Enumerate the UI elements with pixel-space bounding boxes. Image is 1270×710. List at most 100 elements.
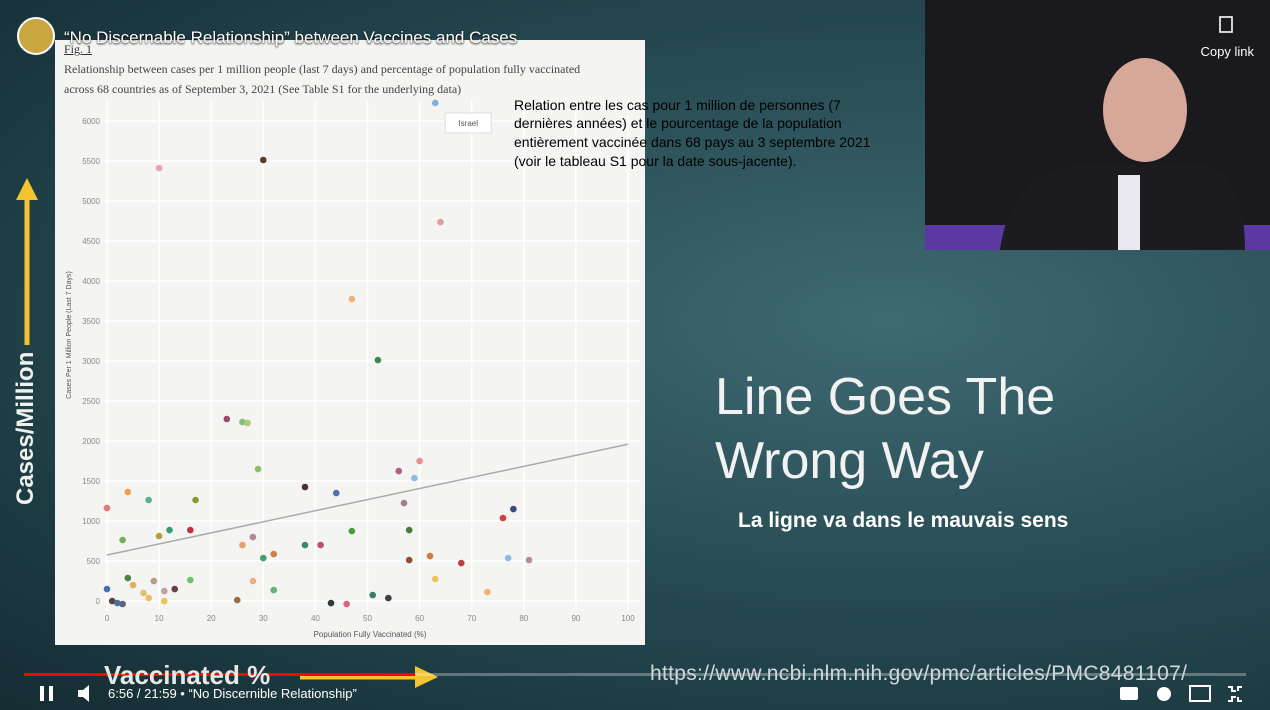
point xyxy=(187,526,194,534)
translation: (voir le tableau S1 pour la date sous-ja… xyxy=(514,153,797,169)
y-tick-label: 6000 xyxy=(82,117,100,126)
point xyxy=(140,589,147,597)
point xyxy=(233,596,241,604)
y-tick-label: 5500 xyxy=(82,157,100,166)
caption: across 68 countries as of September 3, 2… xyxy=(64,82,462,96)
channel-avatar[interactable] xyxy=(17,17,55,55)
y-axis-label: Cases Per 1 Million People (Last 7 Days) xyxy=(66,271,73,399)
point xyxy=(327,599,335,607)
point xyxy=(426,552,434,560)
point xyxy=(385,594,392,602)
point xyxy=(270,550,278,558)
y-tick-label: 2500 xyxy=(82,397,100,406)
annotation: Israel xyxy=(458,119,478,128)
presenter-shirt xyxy=(1118,175,1140,250)
headline: Line Goes The Wrong Way xyxy=(715,368,1056,490)
point xyxy=(343,600,350,608)
time-display: 6:56 / 21:59 • “No Discernible Relations… xyxy=(108,686,357,701)
point xyxy=(103,504,111,512)
figure-panel xyxy=(55,40,645,645)
copy-link[interactable]: Copy link xyxy=(1200,44,1254,59)
fullscreen-icon[interactable] xyxy=(1228,686,1242,702)
y-tick-label: 0 xyxy=(96,597,101,606)
point xyxy=(270,586,278,594)
x-tick-label: 0 xyxy=(105,614,110,623)
volume-icon[interactable] xyxy=(78,685,89,702)
point xyxy=(332,489,340,497)
point xyxy=(239,541,246,549)
point xyxy=(405,556,413,564)
point xyxy=(145,496,152,504)
subtitle: La ligne va dans le mauvais sens xyxy=(738,509,1069,532)
y-arrow-head xyxy=(16,178,38,200)
point xyxy=(160,587,168,595)
point xyxy=(348,295,356,303)
y-tick-label: 500 xyxy=(87,557,101,566)
point xyxy=(145,594,152,602)
copy-icon[interactable] xyxy=(1219,16,1233,33)
point xyxy=(155,532,163,540)
x-tick-label: 100 xyxy=(621,614,635,623)
cast-icon[interactable] xyxy=(1189,685,1211,702)
x-tick-label: 20 xyxy=(207,614,216,623)
translation: entièrement vaccinée dans 68 pays au 3 s… xyxy=(514,134,871,150)
point xyxy=(108,597,116,605)
trend-line xyxy=(106,443,629,556)
y-tick-label: 5000 xyxy=(82,197,100,206)
point xyxy=(223,415,231,423)
progress-track[interactable] xyxy=(24,673,1246,676)
caption: Relationship between cases per 1 million… xyxy=(64,62,581,76)
point xyxy=(171,585,179,593)
point xyxy=(119,600,126,608)
settings-icon[interactable] xyxy=(1157,687,1171,701)
y-tick-label: 3000 xyxy=(82,357,100,366)
point xyxy=(301,483,309,491)
point xyxy=(437,218,444,226)
x-tick-label: 50 xyxy=(363,614,372,623)
fig-label: Fig. 1 xyxy=(64,42,93,56)
point xyxy=(369,591,377,599)
point xyxy=(301,541,309,549)
translation: Relation entre les cas pour 1 million de… xyxy=(514,97,841,113)
x-tick-label: 30 xyxy=(259,614,268,623)
point xyxy=(124,574,132,582)
point xyxy=(150,577,158,585)
point xyxy=(124,488,132,496)
x-tick-label: 10 xyxy=(155,614,164,623)
x-arrow-head xyxy=(415,666,438,688)
point xyxy=(249,533,257,541)
annotation-box xyxy=(444,112,492,134)
video-title[interactable]: “No Discernable Relationship” between Va… xyxy=(64,28,518,47)
point xyxy=(103,585,111,593)
point xyxy=(166,526,173,534)
point xyxy=(114,599,121,607)
y-tick-label: 4500 xyxy=(82,237,100,246)
x-tick-label: 90 xyxy=(571,614,580,623)
x-tick-label: 40 xyxy=(311,614,320,623)
point xyxy=(411,474,418,482)
presenter-head xyxy=(1103,58,1187,162)
point xyxy=(239,418,246,426)
source-url: https://www.ncbi.nlm.nih.gov/pmc/article… xyxy=(650,662,1188,685)
point xyxy=(160,597,168,605)
x-axis-label: Population Fully Vaccinated (%) xyxy=(314,630,427,639)
point xyxy=(259,156,267,164)
point xyxy=(431,99,439,107)
point xyxy=(119,536,126,544)
point xyxy=(400,499,408,507)
pause-bar[interactable] xyxy=(40,686,44,701)
y-tick-label: 1000 xyxy=(82,517,100,526)
y-tick-label: 3500 xyxy=(82,317,100,326)
point xyxy=(504,554,512,562)
point xyxy=(155,164,163,172)
point xyxy=(129,581,137,589)
point xyxy=(244,419,251,427)
progress-played xyxy=(24,673,416,676)
point xyxy=(254,465,262,473)
pause-bar[interactable] xyxy=(49,686,53,701)
point xyxy=(416,457,423,465)
translation: dernières années) et le pourcentage de l… xyxy=(514,115,842,131)
cc-icon[interactable] xyxy=(1120,687,1138,700)
point xyxy=(499,514,507,522)
point xyxy=(374,356,382,364)
